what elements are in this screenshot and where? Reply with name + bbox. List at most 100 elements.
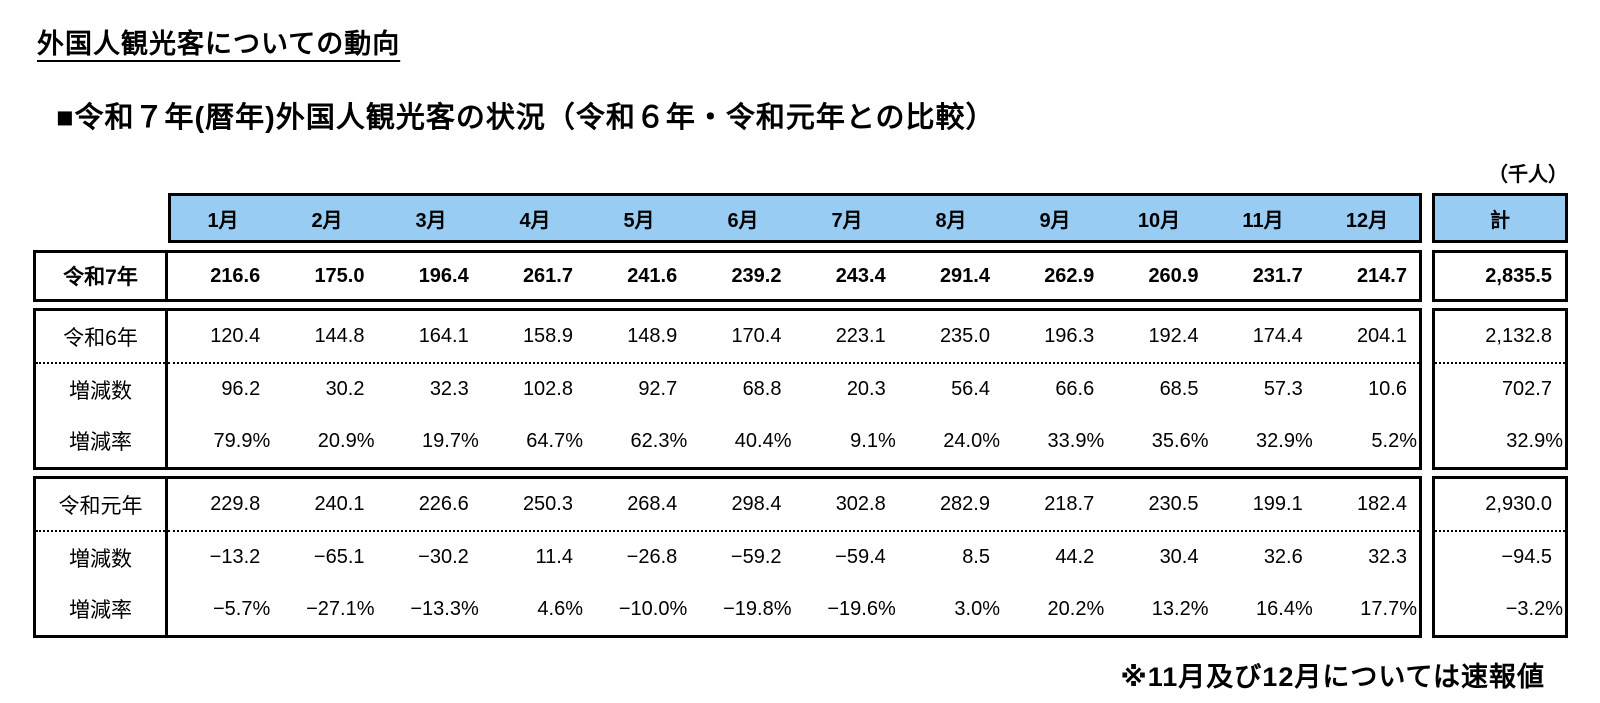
table-band: 令和6年 増減数 増減率 120.4 144.8 164.1 158.9 148.9 170.4… — [33, 308, 1568, 470]
total-cell: 32.9% — [1506, 429, 1563, 452]
data-cell: 9.1% — [850, 429, 896, 452]
data-cell: 164.1 — [418, 325, 469, 348]
total-cell: 2,132.8 — [1485, 325, 1552, 348]
data-cell: 282.9 — [939, 493, 990, 516]
data-cell: 175.0 — [314, 264, 365, 287]
data-cell: 144.8 — [314, 325, 365, 348]
total-cell: 2,930.0 — [1485, 493, 1552, 516]
data-cell: 261.7 — [522, 264, 573, 287]
data-cell: 291.4 — [939, 264, 990, 287]
data-cell: 19.7% — [422, 429, 479, 452]
data-cell: −13.2 — [209, 546, 261, 569]
row-label: 増減率 — [69, 599, 132, 623]
data-cell: 230.5 — [1148, 493, 1199, 516]
data-cell: 243.4 — [835, 264, 886, 287]
table-row: 79.9% 20.9% 19.7% 64.7% 62.3% 40.4% 9.1% 24.0% 3… — [168, 416, 1419, 467]
data-cell: 32.3 — [1368, 546, 1407, 569]
data-cell: 170.4 — [731, 325, 782, 348]
data-cell: 11.4 — [535, 546, 573, 569]
data-cell: 196.4 — [418, 264, 469, 287]
data-cell: 214.7 — [1356, 264, 1407, 287]
table-row: −13.2 −65.1 −30.2 11.4 −26.8 −59.2 −59.4 8.5 44.… — [168, 530, 1419, 583]
total-cell: −3.2% — [1505, 597, 1563, 620]
data-cell: 298.4 — [731, 493, 782, 516]
table-band: 令和7年 216.6 175.0 196.4 261.7 241.6 239.2 243.4 2… — [33, 250, 1568, 302]
data-cell: 17.7% — [1360, 597, 1417, 620]
data-cell: 32.3 — [429, 378, 469, 401]
row-label: 増減数 — [36, 530, 165, 583]
table-row: −5.7% −27.1% −13.3% 4.6% −10.0% −19.8% −19.6% 3… — [168, 584, 1419, 635]
data-cell: 44.2 — [1055, 546, 1095, 569]
page-title: 外国人観光客についての動向 — [37, 29, 401, 59]
total-header-cell: 計 — [1490, 209, 1510, 232]
table-row: 96.2 30.2 32.3 102.8 92.7 68.8 20.3 56.4 66.6 68.… — [168, 362, 1419, 415]
row-label: 増減数 — [36, 362, 165, 415]
section-heading: ■令和７年(暦年)外国人観光客の状況（令和６年・令和元年との比較） — [56, 102, 996, 134]
data-cell: 204.1 — [1356, 325, 1407, 348]
data-cell: 57.3 — [1263, 378, 1303, 401]
data-cell: −27.1% — [306, 597, 375, 620]
month-header-cell: 10月 — [1137, 209, 1181, 232]
month-header-cell: 3月 — [415, 209, 447, 232]
row-label: 令和7年 — [63, 266, 138, 289]
month-header-cell: 12月 — [1345, 209, 1389, 232]
month-header-cell: 2月 — [311, 209, 343, 232]
data-cell: 302.8 — [835, 493, 886, 516]
data-cell: 8.5 — [962, 546, 990, 569]
data-cell: −19.8% — [723, 597, 792, 620]
header-spacer — [33, 193, 168, 243]
total-box: 2,930.0 −94.5 −3.2% — [1432, 476, 1568, 638]
table-row: 229.8 240.1 226.6 250.3 268.4 298.4 302.8 282.9… — [168, 479, 1419, 530]
data-cell: 196.3 — [1044, 325, 1095, 348]
data-cell: 148.9 — [627, 325, 678, 348]
data-cell: 92.7 — [638, 378, 678, 401]
month-header-cell: 4月 — [519, 209, 551, 232]
data-cell: 120.4 — [210, 325, 261, 348]
data-cell: 158.9 — [522, 325, 573, 348]
month-header-row: 1月 2月 3月 4月 5月 6月 7月 8月 9月 10月 11月 12月 — [168, 193, 1422, 243]
data-cell: 56.4 — [951, 378, 990, 401]
data-cell: 13.2% — [1151, 597, 1209, 620]
data-cell: 229.8 — [210, 493, 261, 516]
data-cell: 68.8 — [742, 378, 782, 401]
data-cell: 240.1 — [314, 493, 365, 516]
data-cell: 216.6 — [210, 264, 261, 287]
footnote: ※11月及び12月については速報値 — [1120, 662, 1545, 692]
total-cell: 702.7 — [1435, 362, 1565, 415]
row-label: 令和6年 — [63, 326, 138, 350]
data-cell: 260.9 — [1148, 264, 1199, 287]
month-header-cell: 1月 — [207, 209, 239, 232]
total-cell: 2,835.5 — [1485, 264, 1552, 287]
data-cell: 96.2 — [221, 378, 261, 401]
data-cell: 241.6 — [627, 264, 678, 287]
row-label-box: 令和7年 — [33, 250, 168, 302]
total-cell: −94.5 — [1435, 530, 1565, 583]
data-rows-box: 120.4 144.8 164.1 158.9 148.9 170.4 223.1 235.0… — [168, 308, 1422, 470]
row-label-box: 令和6年 増減数 増減率 — [33, 308, 168, 470]
data-cell: 20.2% — [1047, 597, 1105, 620]
total-header-box: 計 — [1432, 193, 1568, 243]
data-cell: 40.4% — [734, 429, 792, 452]
data-cell: −19.6% — [827, 597, 896, 620]
data-cell: 235.0 — [939, 325, 990, 348]
month-header-cell: 11月 — [1242, 209, 1284, 232]
data-cell: 239.2 — [731, 264, 782, 287]
table-band: 令和元年 増減数 増減率 229.8 240.1 226.6 250.3 268.4 298.4… — [33, 476, 1568, 638]
table-row: 120.4 144.8 164.1 158.9 148.9 170.4 223.1 235.0… — [168, 311, 1419, 362]
data-cell: 16.4% — [1256, 597, 1313, 620]
data-cell: 24.0% — [943, 429, 1000, 452]
row-label-box: 令和元年 増減数 増減率 — [33, 476, 168, 638]
data-cell: −26.8 — [626, 546, 678, 569]
table-band: 1月 2月 3月 4月 5月 6月 7月 8月 9月 10月 11月 12月 計 — [33, 193, 1568, 243]
data-cell: 68.5 — [1159, 378, 1199, 401]
data-cell: 182.4 — [1356, 493, 1407, 516]
data-cell: 64.7% — [526, 429, 583, 452]
data-cell: 226.6 — [418, 493, 469, 516]
data-cell: 4.6% — [537, 597, 583, 620]
data-cell: 3.0% — [954, 597, 1000, 620]
data-cell: 223.1 — [835, 325, 886, 348]
data-cell: 32.9% — [1256, 429, 1313, 452]
data-cell: −5.7% — [212, 597, 271, 620]
data-cell: 62.3% — [630, 429, 688, 452]
